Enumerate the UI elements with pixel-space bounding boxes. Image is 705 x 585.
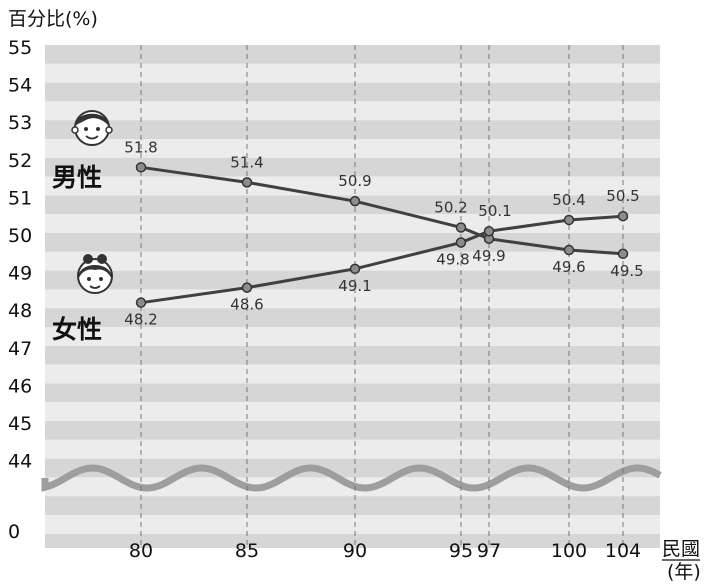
data-label: 49.8 <box>436 251 469 269</box>
data-labels: 51.8 51.4 50.9 50.2 49.9 49.6 49.5 48.2 48.6 49.1… <box>124 138 643 328</box>
y-axis-title: 百分比(%) <box>8 8 98 30</box>
axis-break-wave-line <box>41 464 662 492</box>
x-tick-label: 85 <box>235 540 259 562</box>
data-label: 48.6 <box>230 296 263 314</box>
boy-face-icon <box>71 110 113 146</box>
background-band <box>45 101 660 121</box>
y-tick-label: 53 <box>8 112 32 134</box>
data-label: 49.6 <box>552 258 585 276</box>
data-label: 50.5 <box>606 187 639 205</box>
y-tick-label: 51 <box>8 187 32 209</box>
x-tick-label: 90 <box>343 540 367 562</box>
data-point <box>349 263 361 275</box>
data-label: 50.4 <box>552 191 585 209</box>
data-label: 51.8 <box>124 138 157 156</box>
background-band <box>45 233 660 252</box>
data-point <box>349 195 361 207</box>
y-tick-label: 45 <box>8 413 32 435</box>
y-tick-label: 49 <box>8 263 32 285</box>
axis-break-wave <box>41 464 662 492</box>
vertical-gridlines <box>140 45 624 548</box>
background-band <box>45 157 660 177</box>
background-band <box>45 439 660 459</box>
data-label: 51.4 <box>230 153 263 171</box>
background-band <box>45 421 660 440</box>
background-band <box>45 308 660 327</box>
data-point <box>135 297 147 308</box>
y-axis-ticks: 55 54 53 52 51 50 49 48 47 46 45 44 0 <box>8 37 32 543</box>
data-point <box>483 225 495 237</box>
data-point <box>617 248 629 260</box>
background-band <box>45 345 660 365</box>
data-point <box>563 244 575 256</box>
series-name-male: 男性 <box>52 163 102 192</box>
background-band <box>45 533 660 548</box>
x-axis-title: 民國 <box>662 538 700 560</box>
series-lines <box>135 162 629 308</box>
background-band <box>45 327 660 346</box>
background-band <box>45 270 660 290</box>
background-band <box>45 176 660 196</box>
background-band <box>45 45 660 64</box>
background-band <box>45 364 660 384</box>
data-point <box>455 237 467 248</box>
background-band <box>45 496 660 515</box>
x-tick-label: 100 <box>551 540 587 562</box>
x-tick-label: 95 <box>449 540 473 562</box>
y-tick-label: 52 <box>8 150 32 172</box>
data-label: 49.1 <box>338 277 371 295</box>
y-tick-label: 55 <box>8 37 32 59</box>
x-tick-label: 104 <box>605 540 641 562</box>
background-band <box>45 139 660 158</box>
data-point <box>455 222 467 233</box>
background-band <box>45 402 660 421</box>
background-band <box>45 82 660 102</box>
data-point <box>135 162 147 173</box>
background-band <box>45 383 660 403</box>
data-label: 48.2 <box>124 311 157 329</box>
data-label: 49.5 <box>610 262 643 280</box>
data-label: 49.9 <box>472 247 505 265</box>
data-point <box>563 214 575 226</box>
x-tick-label: 80 <box>129 540 153 562</box>
background-band <box>45 515 660 534</box>
data-label: 50.2 <box>434 198 467 216</box>
background-bands <box>45 45 660 548</box>
background-band <box>45 458 660 478</box>
y-tick-label: 50 <box>8 225 32 247</box>
y-tick-label: 47 <box>8 338 32 360</box>
background-band <box>45 63 660 83</box>
background-band <box>45 251 660 271</box>
data-point <box>241 177 253 188</box>
data-label: 50.1 <box>478 202 511 220</box>
y-tick-label: 46 <box>8 375 32 397</box>
data-label: 50.9 <box>338 172 371 190</box>
x-axis-ticks: 80 85 90 95 97 100 104 <box>129 540 641 562</box>
girl-face-icon <box>77 254 113 294</box>
data-point <box>617 210 629 222</box>
background-band <box>45 120 660 139</box>
y-tick-label: 54 <box>8 75 32 97</box>
data-point <box>241 282 253 293</box>
x-tick-label: 97 <box>477 540 501 562</box>
y-tick-label: 0 <box>8 521 20 543</box>
y-tick-label: 44 <box>8 451 32 473</box>
series-name-female: 女性 <box>52 315 102 344</box>
y-tick-label: 48 <box>8 300 32 322</box>
x-axis-unit: (年) <box>667 561 701 583</box>
